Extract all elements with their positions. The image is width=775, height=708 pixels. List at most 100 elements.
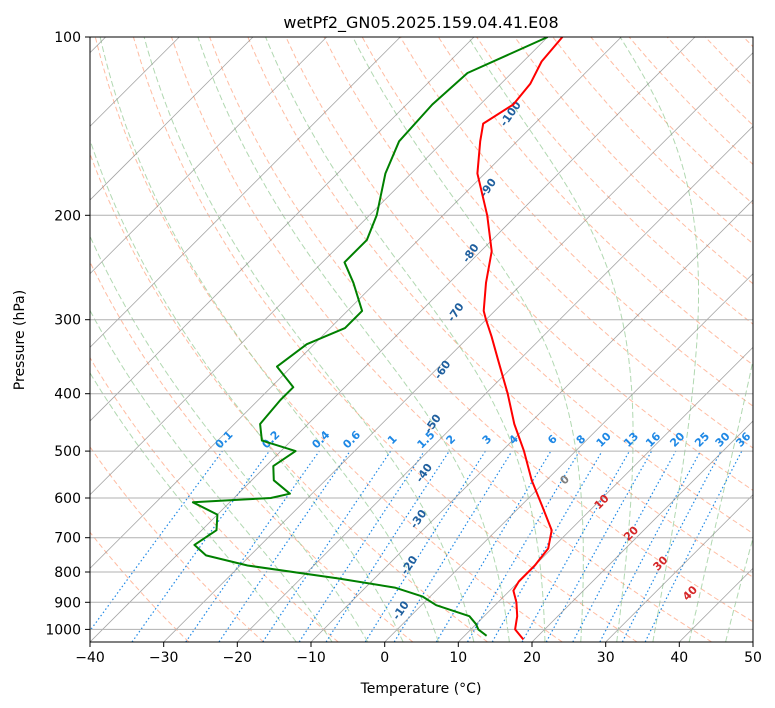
mixing-ratio-label: 8 <box>574 432 589 447</box>
isotherm <box>458 346 753 642</box>
y-tick-label: 700 <box>54 531 81 547</box>
x-tick-label: 30 <box>597 650 615 666</box>
moist-adiabat <box>265 37 546 642</box>
mixing-ratio-label: 13 <box>621 430 641 450</box>
x-tick-label: 20 <box>523 650 541 666</box>
mixing-ratio-label: 0.1 <box>213 428 236 451</box>
mixing-ratio-line <box>90 450 223 632</box>
mixing-ratio-label: 6 <box>545 432 560 447</box>
moist-adiabat <box>688 358 753 642</box>
isotherm <box>605 494 753 642</box>
mixing-ratio-line <box>131 450 270 642</box>
y-tick-label: 800 <box>54 565 81 581</box>
dry-adiabat <box>90 531 190 642</box>
dry-adiabat <box>590 37 753 205</box>
mixing-ratio-label: 10 <box>594 429 614 449</box>
dry-adiabat <box>704 37 753 87</box>
mixing-ratio-line <box>599 450 702 642</box>
mixing-ratio-label: 1 <box>385 432 400 447</box>
moist-adiabats <box>90 37 753 642</box>
dry-adiabat <box>323 37 753 491</box>
x-tick-label: −20 <box>223 650 253 666</box>
moist-adiabat <box>619 37 699 642</box>
mixing-ratio-label: 0.6 <box>340 428 363 451</box>
moist-adiabat <box>197 37 510 642</box>
profile-series <box>191 37 564 641</box>
dry-adiabat <box>552 37 753 245</box>
mixing-ratio-label: 30 <box>713 429 733 449</box>
mixing-ratio-label: 3 <box>480 432 495 447</box>
isotherm <box>310 199 753 642</box>
dry-adiabat <box>90 446 264 642</box>
dry-adiabat <box>476 37 753 325</box>
x-tick-label: 50 <box>744 650 762 666</box>
mixing-ratio-line <box>298 450 425 642</box>
isotherm <box>90 37 548 496</box>
dewpoint-profile <box>191 37 549 637</box>
isotherm <box>531 420 753 642</box>
y-tick-label: 600 <box>54 491 81 507</box>
x-tick-label: 40 <box>670 650 688 666</box>
dry-adiabat <box>90 356 339 642</box>
y-axis-label: Pressure (hPa) <box>12 290 28 390</box>
dry-adiabat <box>743 37 753 48</box>
temperature-profile <box>476 37 564 641</box>
mixing-ratio-line <box>218 450 351 642</box>
dry-adiabat-label: -40 <box>413 461 435 485</box>
y-tick-label: 400 <box>54 387 81 403</box>
y-tick-label: 100 <box>54 30 81 46</box>
mixing-ratio-label: 0.4 <box>309 428 332 451</box>
y-tick-label: 1000 <box>45 622 81 638</box>
mixing-ratio-line <box>435 450 552 642</box>
mixing-ratio-label: 0.2 <box>259 428 282 451</box>
dry-adiabat <box>209 37 753 623</box>
y-axis: 100 200 300 400 500 600 700 800 900 1000 <box>45 30 90 638</box>
mixing-ratio-line <box>521 450 631 642</box>
dry-adiabat <box>94 37 563 642</box>
mixing-ratio-line <box>644 450 743 642</box>
mixing-ratio-lines <box>90 450 743 642</box>
isobars <box>90 37 753 630</box>
moist-adiabat <box>90 309 333 642</box>
mixing-ratio-label: 16 <box>643 429 663 449</box>
x-tick-label: −10 <box>296 650 326 666</box>
x-tick-label: −30 <box>149 650 179 666</box>
y-tick-label: 200 <box>54 208 81 224</box>
mixing-ratio-label: 25 <box>692 430 712 450</box>
isotherm <box>90 37 475 422</box>
moist-adiabat <box>143 37 475 642</box>
mixing-ratio-line <box>262 450 392 642</box>
dry-adiabat <box>285 37 753 535</box>
moist-adiabat <box>90 138 404 642</box>
moist-adiabat-label: 20 <box>621 523 641 543</box>
dry-adiabat-label: -100 <box>497 99 524 129</box>
x-tick-label: 0 <box>380 650 389 666</box>
moist-adiabat <box>725 536 753 642</box>
moist-adiabat <box>90 235 369 642</box>
plot-area: 0.1 0.2 0.4 0.6 1 1.5 2 3 4 6 8 10 13 16 20 25 30 36-100-… <box>90 37 753 642</box>
moist-adiabat <box>90 371 297 642</box>
dry-adiabat <box>666 37 753 126</box>
dry-adiabat <box>132 37 638 642</box>
y-tick-label: 500 <box>54 444 81 460</box>
moist-adiabat-label: 10 <box>592 492 612 512</box>
isotherm <box>384 273 753 642</box>
moist-adiabat-label: 0 <box>557 472 572 487</box>
dry-adiabat <box>399 37 753 407</box>
isotherms <box>90 37 753 642</box>
dry-adiabat-label: -80 <box>460 241 482 265</box>
dry-adiabat <box>171 37 712 642</box>
chart-title: wetPf2_GN05.2025.159.04.41.E08 <box>283 13 558 33</box>
isotherm <box>90 37 254 201</box>
isotherm <box>90 37 696 642</box>
mixing-ratio-line <box>572 450 677 642</box>
mixing-ratio-line <box>393 450 513 642</box>
dry-adiabat <box>514 37 753 285</box>
isotherm <box>679 567 753 642</box>
moist-adiabat <box>352 37 584 642</box>
dry-adiabat <box>90 152 488 642</box>
dry-adiabat <box>361 37 753 449</box>
plot-frame <box>89 36 754 643</box>
isotherm <box>752 641 753 642</box>
